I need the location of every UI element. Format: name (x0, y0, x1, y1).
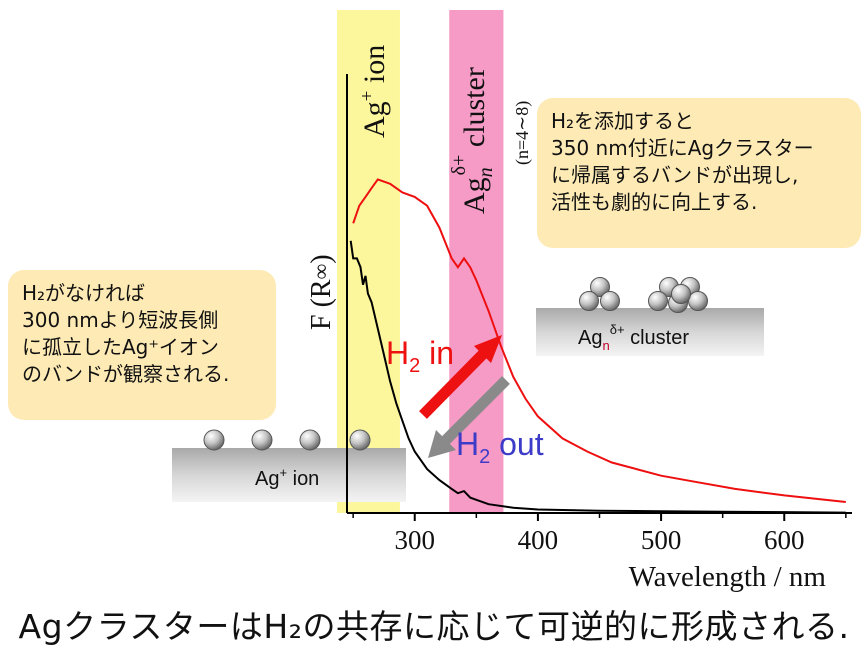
x-tick-label: 600 (764, 525, 805, 555)
x-axis-label: Wavelength / nm (629, 561, 827, 593)
note-line: に帰属するバンドが出現し, (551, 163, 799, 187)
note-line: 350 nm付近にAgクラスター (551, 136, 814, 160)
h2-in-arrow (419, 335, 502, 419)
note-line: H₂を添加すると (551, 109, 695, 133)
figure-caption: AgクラスターはH₂の共存に応じて可逆的に形成される. (18, 607, 850, 646)
note-line: 活性も劇的に向上する. (551, 190, 758, 214)
note-line: 300 nmより短波長側 (22, 308, 219, 332)
x-ticks: 300 400 500 600 (352, 513, 847, 555)
ion-sphere (251, 429, 273, 451)
x-tick-label: 400 (518, 525, 559, 555)
h2-out-label: H2 out (456, 426, 544, 468)
x-tick-label: 500 (641, 525, 682, 555)
cluster-size-note: (n=4∼8) (512, 101, 533, 165)
y-axis-label: F (R∞) (306, 254, 337, 330)
h2-out-arrow (428, 376, 510, 458)
note-line: H₂がなければ (22, 281, 146, 305)
red-spectrum-line (352, 178, 846, 503)
black-spectrum-line (349, 240, 846, 514)
ion-sphere (203, 429, 225, 451)
ion-substrate (172, 448, 406, 502)
note-line: のバンドが観察される. (22, 362, 230, 386)
cluster-substrate (536, 308, 764, 356)
note-without-h2: H₂がなければ 300 nmより短波長側 に孤立したAg⁺イオン のバンドが観察… (8, 270, 276, 420)
note-line: に孤立したAg⁺イオン (22, 335, 219, 359)
cluster-large-icon (648, 277, 708, 313)
ion-sphere (349, 429, 371, 451)
x-tick-label: 300 (394, 525, 435, 555)
note-with-h2: H₂を添加すると 350 nm付近にAgクラスター に帰属するバンドが出現し, … (537, 98, 861, 248)
cluster-band-label: Agnδ+ cluster (448, 67, 497, 214)
cluster-small-icon (579, 277, 620, 311)
ion-surface-label: Ag+ ion (255, 465, 319, 490)
ion-sphere (299, 429, 321, 451)
cluster-surface-label: Agnδ+ cluster (578, 322, 689, 353)
h2-in-label: H2 in (386, 335, 454, 377)
ion-band-label: Ag+ ion (357, 45, 391, 138)
